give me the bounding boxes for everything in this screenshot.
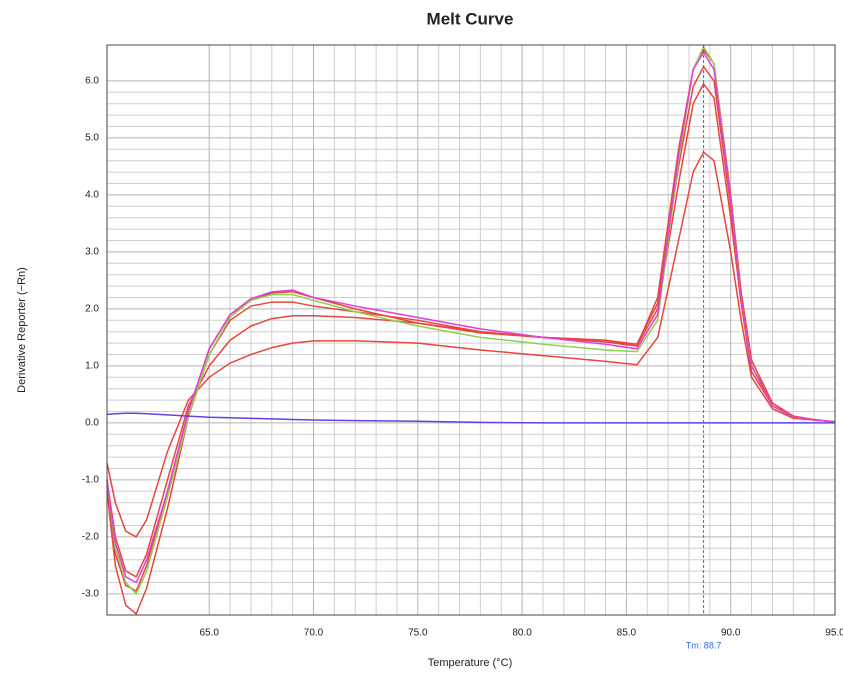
- x-tick-label: 90.0: [721, 628, 741, 639]
- y-tick-label: 0.0: [85, 418, 99, 429]
- y-tick-label: 2.0: [85, 304, 99, 315]
- x-tick-label: 95.0: [825, 628, 843, 639]
- x-tick-label: 80.0: [512, 628, 532, 639]
- x-axis-label: Temperature (°C): [428, 657, 512, 669]
- x-tick-label: 65.0: [199, 628, 219, 639]
- x-tick-label: 75.0: [408, 628, 428, 639]
- y-tick-label: 5.0: [85, 133, 99, 144]
- tm-label: Tm: 88.7: [686, 640, 722, 650]
- y-tick-label: 3.0: [85, 247, 99, 258]
- y-tick-label: 1.0: [85, 361, 99, 372]
- melt-curve: [106, 412, 835, 424]
- x-tick-label: 70.0: [304, 628, 324, 639]
- plot-frame: [106, 44, 836, 616]
- y-tick-label: 4.0: [85, 190, 99, 201]
- y-tick-label: -3.0: [82, 589, 100, 600]
- chart-title: Melt Curve: [427, 9, 514, 28]
- melt-curve: [106, 151, 836, 538]
- melt-curve: [106, 51, 836, 584]
- y-tick-label: -1.0: [82, 475, 100, 486]
- y-axis-label: Derivative Reporter (−Rn): [16, 267, 28, 393]
- x-tick-label: 85.0: [617, 628, 637, 639]
- y-tick-label: -2.0: [82, 532, 100, 543]
- y-tick-label: 6.0: [85, 76, 99, 87]
